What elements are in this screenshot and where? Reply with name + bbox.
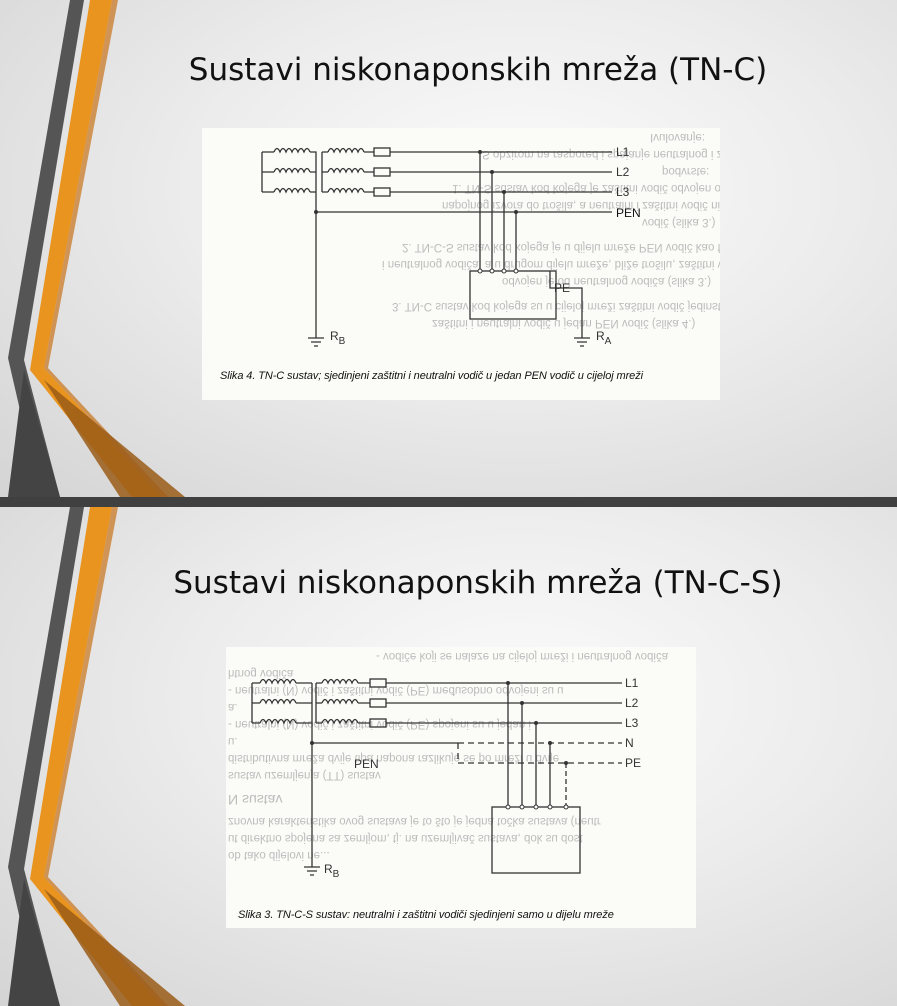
- figure-caption: Slika 3. TN-C-S sustav: neutralni i zašt…: [238, 909, 614, 921]
- tn-c-s-circuit: L1 L2 L3 N PE PEN RB: [251, 676, 641, 880]
- slide-decoration: [8, 0, 185, 497]
- label-l3: L3: [625, 716, 639, 730]
- figure-caption: Slika 4. TN-C sustav; sjedinjeni zaštitn…: [220, 370, 643, 382]
- label-l2: L2: [625, 696, 639, 710]
- label-pen: PEN: [354, 757, 379, 771]
- label-n: N: [625, 736, 634, 750]
- label-rb: RB: [330, 329, 346, 347]
- label-rb: RB: [324, 862, 340, 880]
- label-l1: L1: [616, 145, 630, 159]
- slide-tn-c-s: Sustavi niskonaponskih mreža (TN-C-S) - …: [0, 507, 897, 1006]
- label-pen: PEN: [616, 206, 641, 220]
- label-l3: L3: [616, 185, 630, 199]
- label-pe: PE: [625, 756, 641, 770]
- slide-decoration: [8, 507, 185, 1006]
- tn-c-circuit: L1 L2 L3 PEN PE RB RA: [261, 145, 641, 347]
- tn-c-diagram-figure: Ivulovanje: S obzirom na raspored i spaj…: [202, 128, 720, 400]
- label-l2: L2: [616, 165, 630, 179]
- slide-title: Sustavi niskonaponskih mreža (TN-C): [188, 52, 768, 88]
- label-pe: PE: [554, 281, 570, 295]
- label-ra: RA: [596, 329, 612, 347]
- slide-title: Sustavi niskonaponskih mreža (TN-C-S): [173, 565, 783, 601]
- label-l1: L1: [625, 676, 639, 690]
- slide-divider: [0, 497, 897, 507]
- slide-tn-c: Sustavi niskonaponskih mreža (TN-C) Ivul…: [0, 0, 897, 497]
- tn-c-s-diagram-figure: - vodiče koji se nalaze na cijeloj mreži…: [226, 647, 696, 928]
